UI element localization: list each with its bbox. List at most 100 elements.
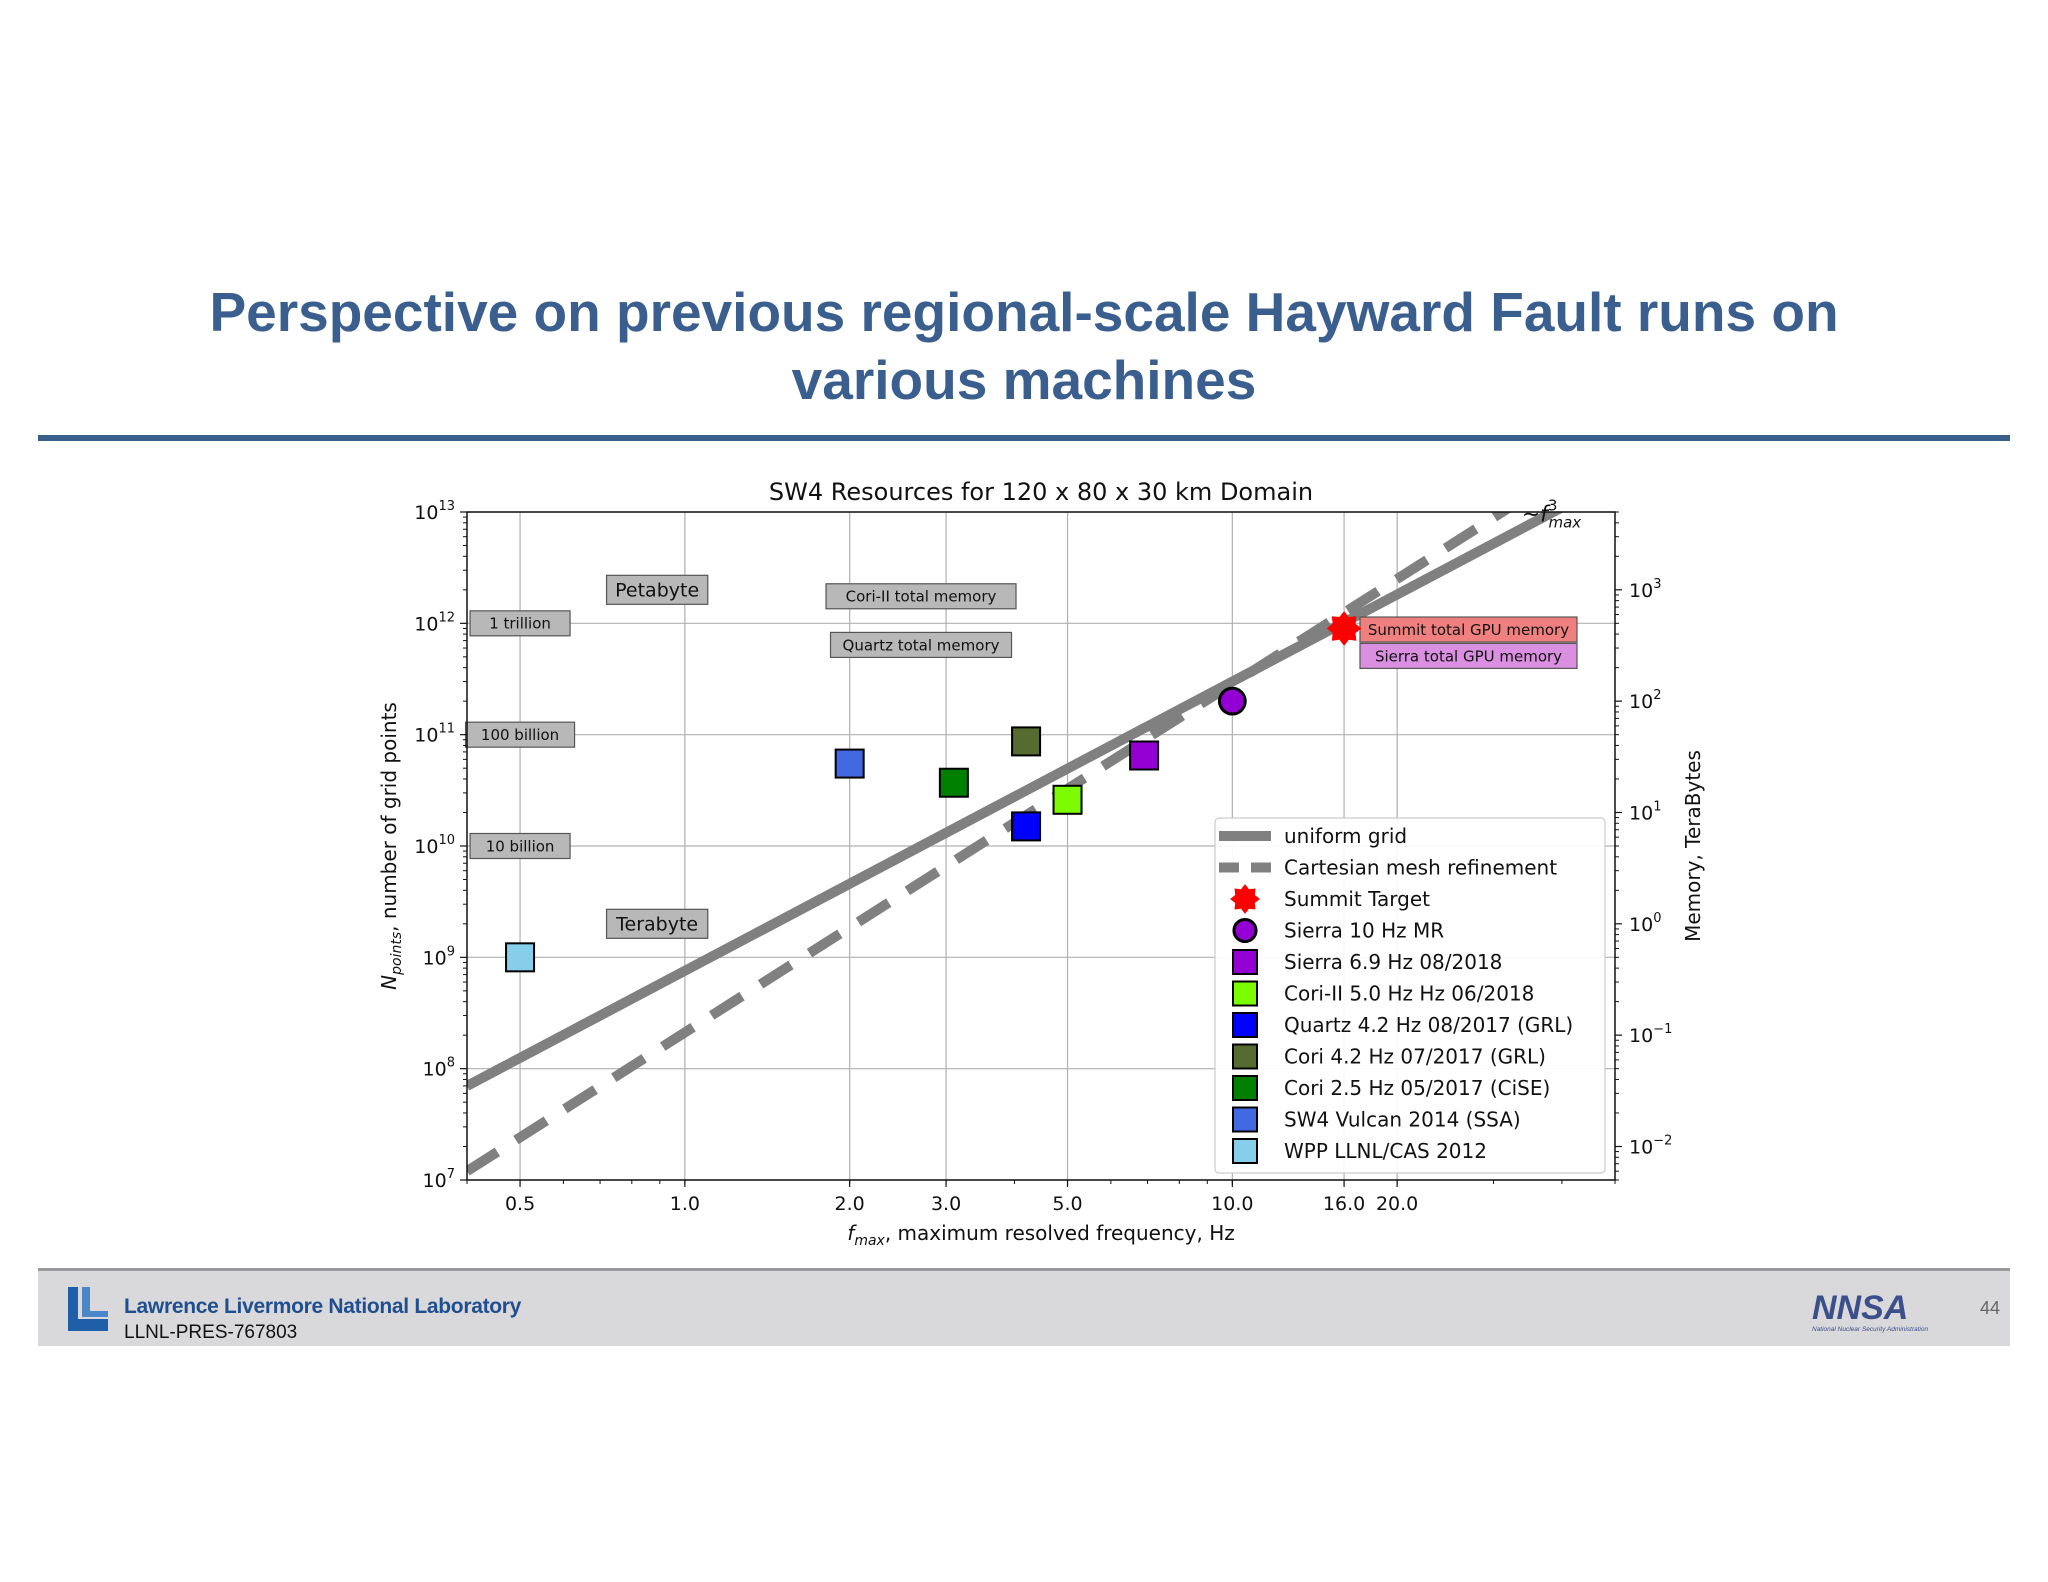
scaling-subscript: max [1548, 513, 1581, 531]
annotation-label: Terabyte [605, 908, 709, 939]
nnsa-logo-icon: NNSA National Nuclear Security Administr… [1812, 1289, 1928, 1333]
annotation-box [829, 631, 1013, 659]
annotation-text: Terabyte [615, 914, 698, 936]
y-tick-exponent: 8 [447, 1056, 455, 1071]
point-sierra-6-9-hz-08-2018 [1129, 740, 1160, 771]
y-tick-label: 1013 [414, 499, 455, 524]
annotation-label: Cori-II total memory [825, 583, 1017, 610]
scaling-annotation: ~f3 max [1522, 496, 1582, 531]
annotation-text: Summit total GPU memory [1368, 621, 1569, 639]
legend-label: Quartz 4.2 Hz 08/2017 (GRL) [1284, 1013, 1573, 1037]
y2-tick-base: 10 [1629, 1136, 1653, 1158]
presentation-id: LLNL-PRES-767803 [124, 1322, 298, 1343]
x-axis-label-var: f [847, 1221, 857, 1245]
y2-tick-label: 10−1 [1629, 1022, 1672, 1047]
y2-tick-base: 10 [1629, 1025, 1653, 1047]
y-tick-exponent: 9 [447, 944, 455, 959]
annotation-label: Summit total GPU memory [1359, 616, 1578, 643]
legend-marker-key [1232, 1075, 1258, 1101]
legend-box [1214, 817, 1606, 1174]
y-tick-exponent: 13 [438, 499, 455, 514]
y2-tick-base: 10 [1629, 802, 1653, 824]
annotation-label: Quartz total memory [829, 631, 1013, 659]
y-tick-base: 10 [414, 836, 438, 858]
legend-marker-key [1232, 1138, 1258, 1164]
y2-tick-label: 100 [1629, 911, 1661, 936]
x-axis-label-sub: max [854, 1233, 885, 1249]
y2-axis-label: Memory, TeraBytes [1681, 750, 1705, 942]
y-axis-label-var: N [377, 975, 401, 990]
slide-title-line-1: Perspective on previous regional-scale H… [209, 281, 1839, 343]
scaling-var: f [1540, 502, 1551, 527]
x-tick-label: 1.0 [670, 1193, 700, 1215]
annotation-box [825, 583, 1017, 610]
annotation-box [605, 574, 709, 605]
annotation-text: Sierra total GPU memory [1375, 647, 1562, 665]
annotation-text: Petabyte [615, 580, 699, 602]
y2-tick-label: 10−2 [1629, 1133, 1672, 1158]
y-tick-base: 10 [414, 502, 438, 524]
annotation-label: 10 billion [469, 832, 571, 860]
y-tick-base: 10 [414, 725, 438, 747]
legend-marker-key [1232, 1043, 1258, 1070]
svg-text:NNSA: NNSA [1812, 1289, 1908, 1327]
axes: 0.5 1.0 2.0 3.0 5.0 10.0 16.0 20.01071081091010… [414, 499, 1672, 1215]
legend: uniform grid Cartesian mesh refinement Sum… [1214, 817, 1606, 1174]
data-points [505, 611, 1362, 973]
annotation-box [469, 832, 571, 860]
x-axis-label: fmax, maximum resolved frequency, Hz [847, 1221, 1234, 1249]
x-axis-label-text: , maximum resolved frequency, Hz [885, 1221, 1235, 1245]
scaling-prefix: ~ [1522, 502, 1540, 527]
legend-label: uniform grid [1284, 824, 1407, 848]
y-tick-base: 10 [423, 1059, 447, 1081]
y-tick-exponent: 7 [447, 1167, 455, 1182]
y2-tick-label: 101 [1629, 799, 1661, 824]
chart-title: SW4 Resources for 120 x 80 x 30 km Domai… [769, 478, 1313, 506]
x-tick-label: 20.0 [1376, 1193, 1418, 1215]
legend-label: Summit Target [1284, 887, 1430, 911]
y-axis-label-sub: points [389, 932, 405, 976]
y-tick-base: 10 [423, 947, 447, 969]
point-sierra-10-hz-mr [1217, 686, 1247, 716]
y2-tick-base: 10 [1629, 580, 1653, 602]
footer-bar: Lawrence Livermore National Laboratory L… [38, 1268, 2010, 1346]
point-summit-target [1326, 611, 1362, 646]
annotation-box [469, 610, 571, 637]
y2-tick-base: 10 [1629, 914, 1653, 936]
y-tick-exponent: 12 [438, 610, 455, 625]
legend-marker-key [1232, 949, 1258, 975]
y-tick-exponent: 11 [438, 722, 455, 737]
y-tick-label: 109 [423, 944, 455, 969]
legend-label: Cori-II 5.0 Hz Hz 06/2018 [1284, 982, 1534, 1006]
point-cori-ii-5-0-hz-hz-06-2018 [1052, 784, 1083, 815]
legend-label: Sierra 6.9 Hz 08/2018 [1284, 950, 1502, 974]
legend-marker-key [1232, 917, 1258, 944]
uniform-grid-line [467, 512, 1564, 1091]
y-tick-label: 1011 [414, 722, 455, 747]
y2-tick-base: 10 [1629, 691, 1653, 713]
legend-marker-key [1232, 1106, 1258, 1133]
legend-label: Sierra 10 Hz MR [1284, 919, 1444, 943]
y2-tick-label: 103 [1629, 577, 1661, 602]
annotation-box [1359, 616, 1578, 643]
y-axis-label: Npoints, number of grid points [377, 702, 405, 990]
point-sw4-vulcan-2014-ssa [834, 748, 865, 779]
y-tick-base: 10 [423, 1170, 447, 1192]
slide-title-line-2: various machines [791, 349, 1257, 411]
legend-label: SW4 Vulcan 2014 (SSA) [1284, 1108, 1521, 1132]
legend-marker-key [1232, 980, 1258, 1007]
annotation-box [1359, 642, 1578, 669]
annotation-label: Petabyte [605, 574, 709, 605]
y-tick-label: 108 [423, 1056, 455, 1081]
annotation-label: Sierra total GPU memory [1359, 642, 1578, 669]
annotation-label: 1 trillion [469, 610, 571, 637]
y2-tick-exponent: 1 [1653, 799, 1661, 814]
legend-label: Cori 2.5 Hz 05/2017 (CiSE) [1284, 1076, 1550, 1100]
y-tick-base: 10 [414, 613, 438, 635]
llnl-logo-icon [68, 1287, 108, 1331]
y-tick-label: 107 [423, 1167, 455, 1192]
y2-tick-exponent: −1 [1653, 1022, 1672, 1037]
x-tick-label: 0.5 [505, 1193, 535, 1215]
point-wpp-llnl-cas-2012 [505, 942, 536, 973]
